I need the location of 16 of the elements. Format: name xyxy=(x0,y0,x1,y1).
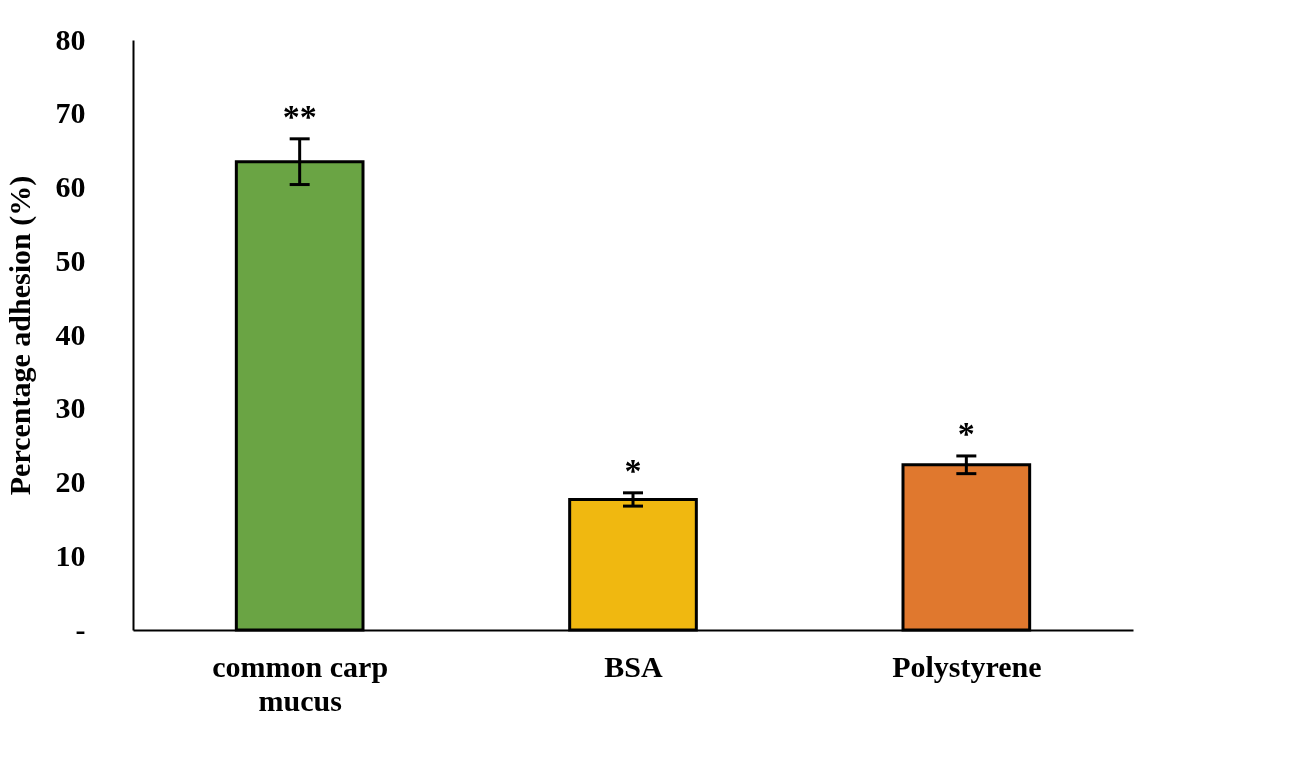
y-tick-label: 80 xyxy=(55,22,86,56)
x-tick-label: common carp mucus xyxy=(212,649,389,717)
y-tick-label: - xyxy=(75,612,86,646)
y-tick-label: 60 xyxy=(55,170,86,203)
y-tick-label: 70 xyxy=(55,96,86,130)
y-tick-label: 20 xyxy=(55,465,86,498)
annotation: ** xyxy=(282,97,317,135)
y-tick-label: 30 xyxy=(55,391,86,425)
x-tick-label: Polystyrene xyxy=(892,649,1042,683)
y-tick-label: 40 xyxy=(55,317,86,351)
y-tick-label: 50 xyxy=(55,243,86,277)
annotation: * xyxy=(624,451,642,489)
annotation: * xyxy=(957,414,975,452)
x-tick-label: BSA xyxy=(604,649,664,683)
y-axis-title: Percentage adhesion (%) xyxy=(2,175,37,496)
y-tick-label: 10 xyxy=(55,538,86,572)
